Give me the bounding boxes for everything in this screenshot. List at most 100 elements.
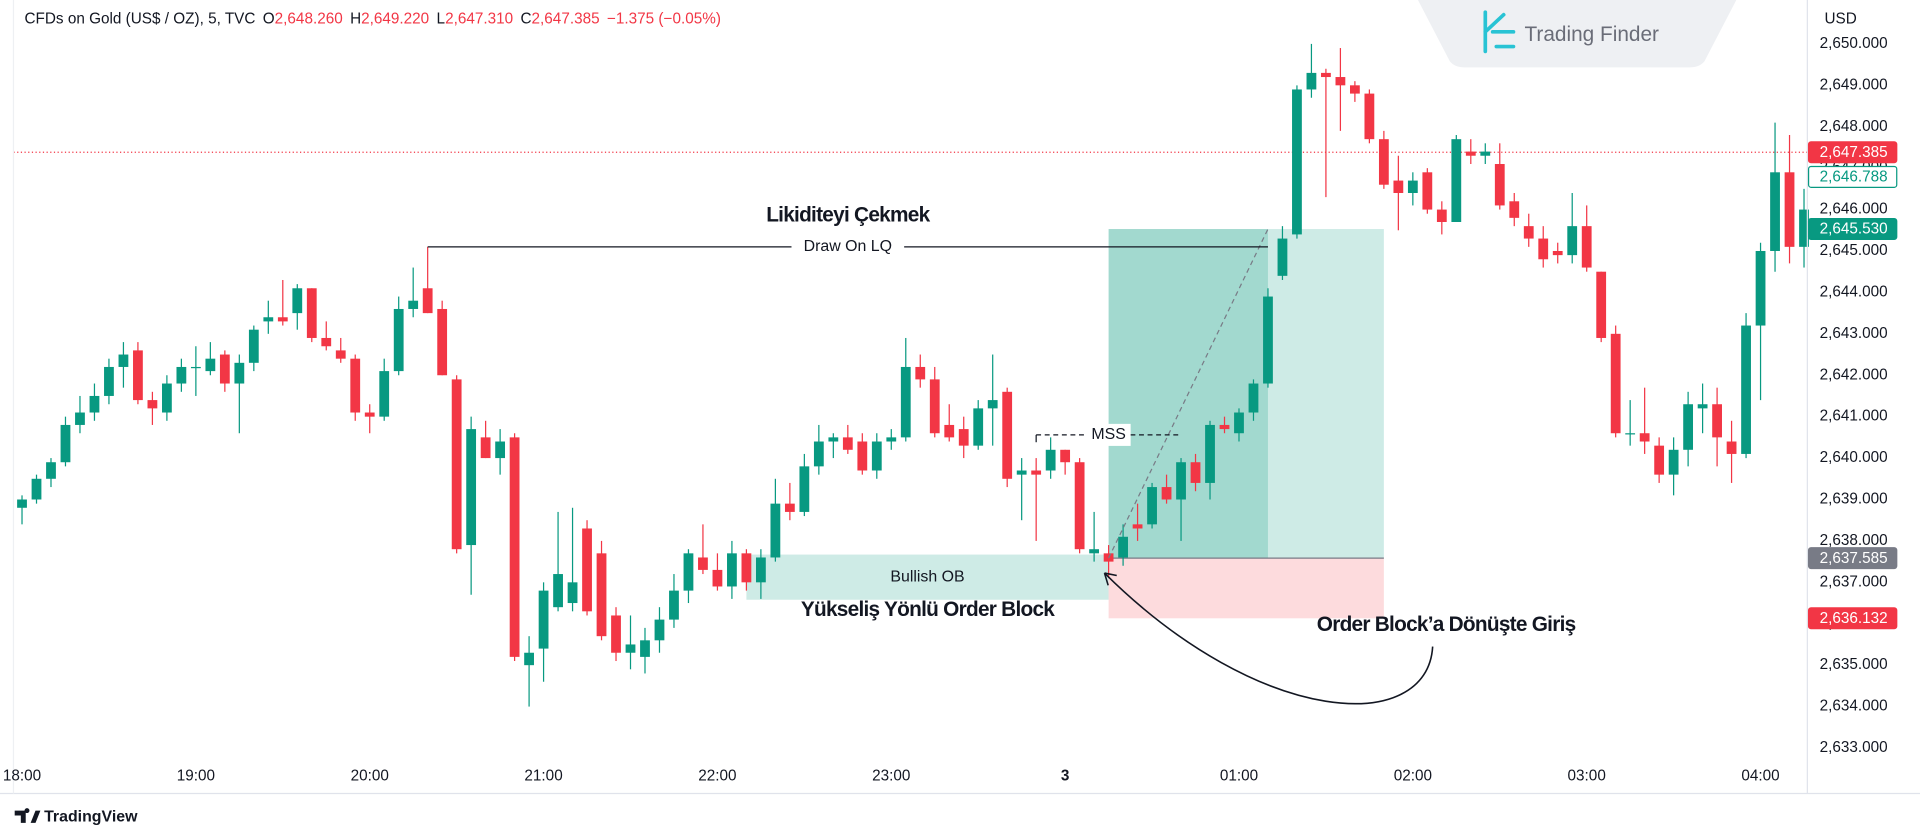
candle-body: [306, 288, 317, 338]
price-tag: [1807, 165, 1898, 188]
legend-header: CFDs on Gold (US$ / OZ), 5, TVC O2,648.26…: [24, 11, 720, 28]
candle-body: [422, 288, 433, 314]
candle-body: [1118, 536, 1128, 558]
candle-body: [133, 350, 143, 401]
candle-body: [1741, 325, 1751, 454]
price-tag: [1807, 547, 1898, 570]
arrow: [1103, 572, 1434, 705]
price-tag: [1807, 141, 1898, 164]
y-tick-label: 2,633.000: [1820, 739, 1888, 756]
x-tick-label: 3: [1061, 767, 1070, 784]
order-block-title: Yükseliş Yönlü Order Block: [801, 598, 1055, 621]
currency: USD: [1824, 11, 1856, 28]
candle-body: [582, 528, 592, 612]
candle-body: [495, 441, 506, 459]
candle-body: [1089, 549, 1100, 554]
candle-body: [205, 358, 216, 372]
candle-body: [1147, 487, 1157, 525]
candle-body: [1306, 72, 1317, 90]
y-tick-label: 2,640.000: [1820, 449, 1888, 466]
candle-body: [190, 366, 201, 369]
candle-body: [31, 478, 42, 500]
candle-body: [1045, 449, 1056, 471]
y-tick-label: 2,646.000: [1820, 201, 1888, 218]
overlay: Bullish OB Yükseliş Yönlü Order Block Draw…: [427, 204, 1269, 621]
candle-body: [248, 329, 259, 363]
price-tag-label: 2,636.132: [1820, 610, 1888, 627]
candle-body: [292, 288, 303, 314]
candle-body: [1494, 164, 1505, 206]
candles: [17, 43, 1809, 707]
candle-body: [1263, 296, 1273, 384]
candle-body: [567, 582, 578, 604]
candle-body: [1799, 209, 1809, 247]
candle-body: [1683, 404, 1694, 450]
x-tick-label: 02:00: [1394, 767, 1432, 784]
candle-body: [538, 590, 549, 649]
liquidity-label: Draw On LQ: [804, 238, 892, 255]
y-tick-label: 2,644.000: [1820, 283, 1888, 300]
candle-body: [176, 366, 187, 384]
candle-body: [842, 437, 853, 450]
candle-body: [46, 462, 56, 479]
price-tag-label: 2,646.788: [1820, 169, 1888, 186]
price-tag: [1807, 607, 1898, 630]
x-tick-label: 21:00: [524, 767, 562, 784]
candle-body: [1407, 180, 1418, 194]
legend-value: 2,648.260: [275, 11, 343, 28]
y-tick-label: 2,642.000: [1820, 366, 1888, 383]
candle-body: [654, 619, 665, 641]
candle-body: [393, 308, 404, 372]
candle-body: [828, 437, 839, 442]
y-tick-label: 2,639.000: [1820, 491, 1888, 508]
candle-body: [1234, 412, 1244, 434]
candle-body: [277, 317, 288, 322]
candle-body: [1378, 139, 1389, 185]
entry-annotation: Order Block’a Dönüşte Giriş: [1317, 613, 1576, 636]
candle-body: [104, 366, 114, 396]
x-tick-label: 22:00: [698, 767, 736, 784]
legend-key: L: [437, 11, 446, 28]
candle-body: [1639, 433, 1650, 442]
candle-body: [1422, 172, 1433, 210]
order-block: [746, 554, 1109, 600]
candle-body: [1016, 470, 1027, 475]
candle-body: [509, 437, 520, 657]
price-tag-label: 2,645.530: [1820, 221, 1888, 238]
candle-body: [640, 640, 650, 657]
candle-body: [929, 379, 940, 434]
legend-change: −1.375 (−0.05%): [607, 11, 721, 28]
y-tick-label: 2,635.000: [1820, 656, 1888, 673]
candle-body: [1205, 424, 1215, 483]
footer-logo: [14, 808, 41, 823]
candle-body: [1190, 462, 1201, 483]
x-tick-label: 20:00: [351, 767, 389, 784]
candle-body: [1364, 93, 1375, 140]
legend-key: C: [520, 11, 531, 28]
candle-body: [857, 441, 868, 471]
y-tick-label: 2,649.000: [1820, 76, 1888, 93]
candle-body: [698, 557, 708, 570]
candle-body: [712, 569, 723, 587]
price-tag: [1807, 218, 1898, 241]
candle-body: [1625, 433, 1636, 435]
candle-body: [408, 300, 419, 309]
mss-label: MSS: [1091, 426, 1125, 443]
candle-body: [1335, 77, 1346, 86]
candle-body: [364, 412, 375, 417]
candle-body: [147, 400, 158, 409]
candle-body: [944, 424, 955, 438]
candle-body: [1176, 462, 1186, 500]
candle-body: [770, 503, 781, 558]
trade-path: [1108, 228, 1269, 559]
candle-body: [1132, 524, 1143, 529]
candle-body: [234, 362, 245, 384]
brand-name: Trading Finder: [1524, 23, 1659, 46]
y-tick-label: 2,648.000: [1820, 118, 1888, 135]
candle-body: [784, 503, 795, 512]
candle-body: [321, 337, 332, 347]
label-bg: [1086, 423, 1131, 446]
candle-body: [958, 429, 969, 446]
